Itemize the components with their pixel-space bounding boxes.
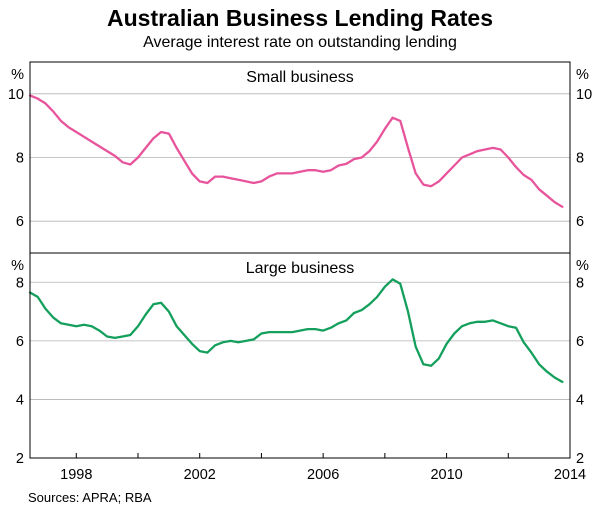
chart-subtitle: Average interest rate on outstanding len… [143,34,457,51]
y-tick-label-right: 4 [576,392,584,408]
y-tick-label-left: 8 [16,275,24,291]
x-tick-label: 2014 [554,467,586,483]
y-tick-label-right: 6 [576,334,584,350]
y-axis-unit-left: % [11,67,24,83]
y-tick-label-left: 4 [16,392,24,408]
chart-title: Australian Business Lending Rates [107,5,493,31]
y-tick-label-left: 6 [16,214,24,230]
small-business-line [28,94,564,208]
sources-note: Sources: APRA; RBA [28,490,152,505]
small-business-label: Small business [246,69,354,86]
x-tick-label: 2010 [430,467,462,483]
y-tick-label-left: 10 [8,87,24,103]
x-tick-label: 2006 [307,467,339,483]
y-tick-label-right: 8 [576,151,584,167]
y-tick-label-right: 8 [576,275,584,291]
y-axis-unit-right: % [576,67,589,83]
large-business-label: Large business [246,260,355,277]
y-tick-label-left: 8 [16,151,24,167]
large-business-line [28,278,564,384]
y-tick-label-left: 2 [16,451,24,467]
chart-frame [29,61,571,459]
x-tick-label: 1998 [60,467,92,483]
y-axis-unit-right: % [576,258,589,274]
y-tick-label-left: 6 [16,334,24,350]
y-tick-label-right: 2 [576,451,584,467]
y-tick-label-right: 10 [576,87,592,103]
x-tick-label: 2002 [184,467,216,483]
y-axis-unit-left: % [11,258,24,274]
plot-area: 6 6 8 8 10 10% % Small business 2 2 4 4 6 6 8 8% % Large … [8,61,592,483]
y-tick-label-right: 6 [576,214,584,230]
